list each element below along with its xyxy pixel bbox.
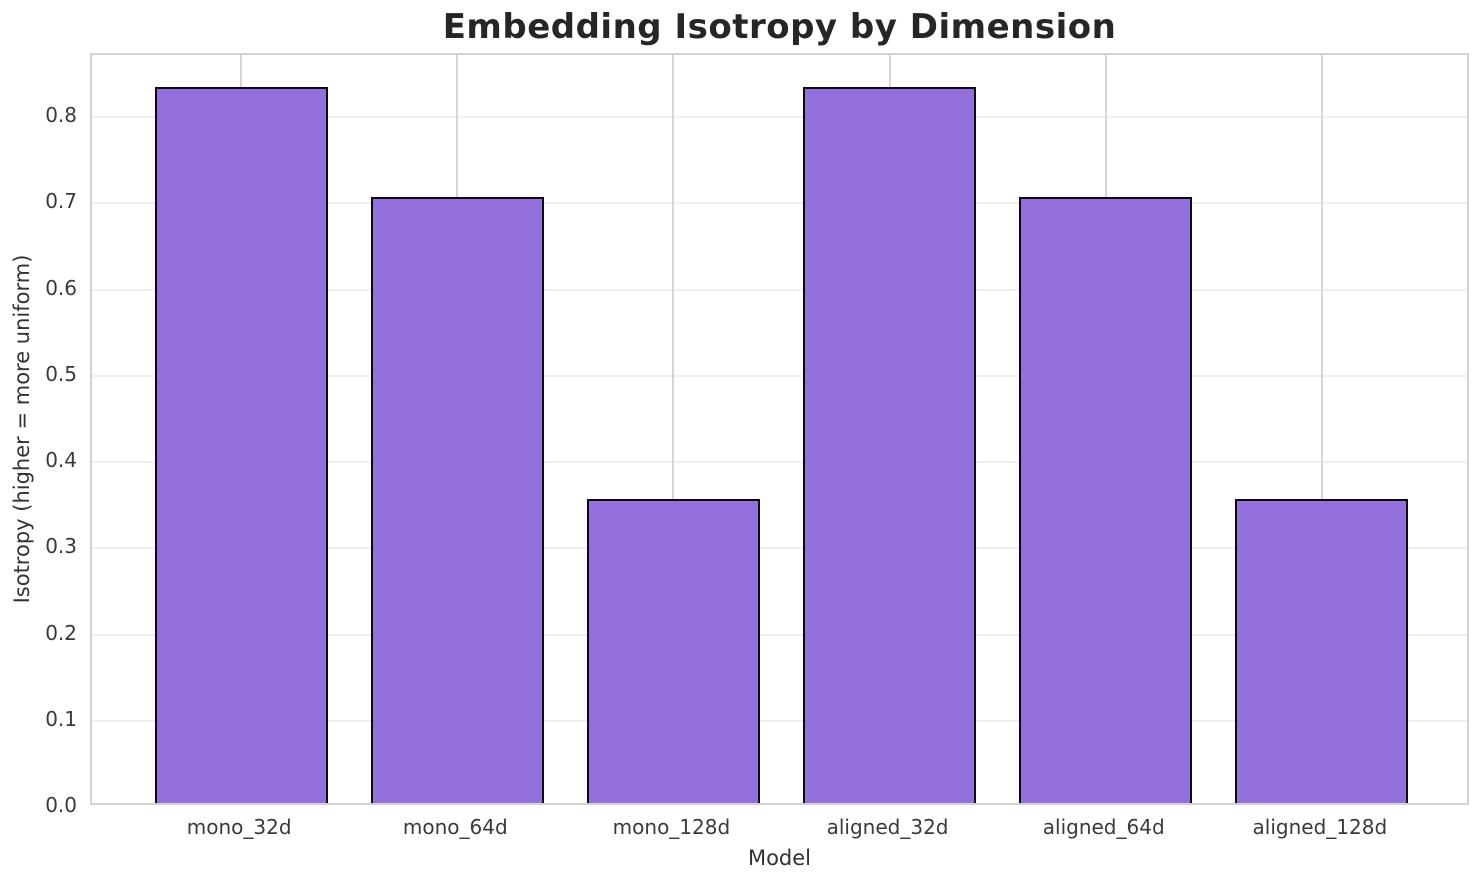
x-tick-label: mono_64d <box>402 815 508 839</box>
bar-mono_32d <box>154 87 328 803</box>
x-tick-label: mono_32d <box>186 815 292 839</box>
y-tick-label: 0.2 <box>45 620 77 645</box>
y-tick-label: 0.8 <box>45 103 77 128</box>
x-axis-label: Model <box>747 846 812 870</box>
bar-aligned_128d <box>1235 499 1409 803</box>
y-tick-label: 0.4 <box>45 448 77 473</box>
x-tick-label: aligned_64d <box>1042 815 1165 839</box>
y-gridline <box>92 719 1467 722</box>
y-tick-label: 0.5 <box>45 361 77 386</box>
y-gridline <box>92 633 1467 636</box>
plot-area <box>90 53 1469 805</box>
y-gridline <box>92 202 1467 205</box>
chart-title: Embedding Isotropy by Dimension <box>442 7 1117 47</box>
bar-mono_128d <box>586 499 760 803</box>
bar-aligned_32d <box>803 87 977 803</box>
x-tick-label: mono_128d <box>612 815 731 839</box>
y-gridline <box>92 288 1467 291</box>
y-tick-label: 0.3 <box>45 534 77 559</box>
y-gridline <box>92 547 1467 550</box>
y-tick-label: 0.7 <box>45 189 77 214</box>
y-gridline <box>92 374 1467 377</box>
x-gridline <box>672 55 675 803</box>
bar-aligned_64d <box>1019 196 1193 803</box>
x-tick-label: aligned_32d <box>826 815 949 839</box>
y-gridline <box>92 116 1467 119</box>
bar-mono_64d <box>370 196 544 803</box>
y-tick-label: 0.6 <box>45 275 77 300</box>
y-tick-label: 0.1 <box>45 706 77 731</box>
y-gridline <box>92 461 1467 464</box>
x-tick-label: aligned_128d <box>1252 815 1388 839</box>
y-tick-label: 0.0 <box>45 793 77 817</box>
x-gridline <box>1320 55 1323 803</box>
